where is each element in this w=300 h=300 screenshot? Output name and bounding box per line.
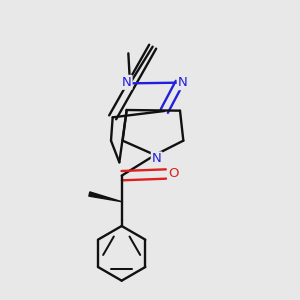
Polygon shape (89, 192, 122, 202)
Text: N: N (122, 76, 131, 89)
Text: O: O (168, 167, 178, 180)
Text: N: N (152, 152, 161, 166)
Text: N: N (178, 76, 188, 89)
